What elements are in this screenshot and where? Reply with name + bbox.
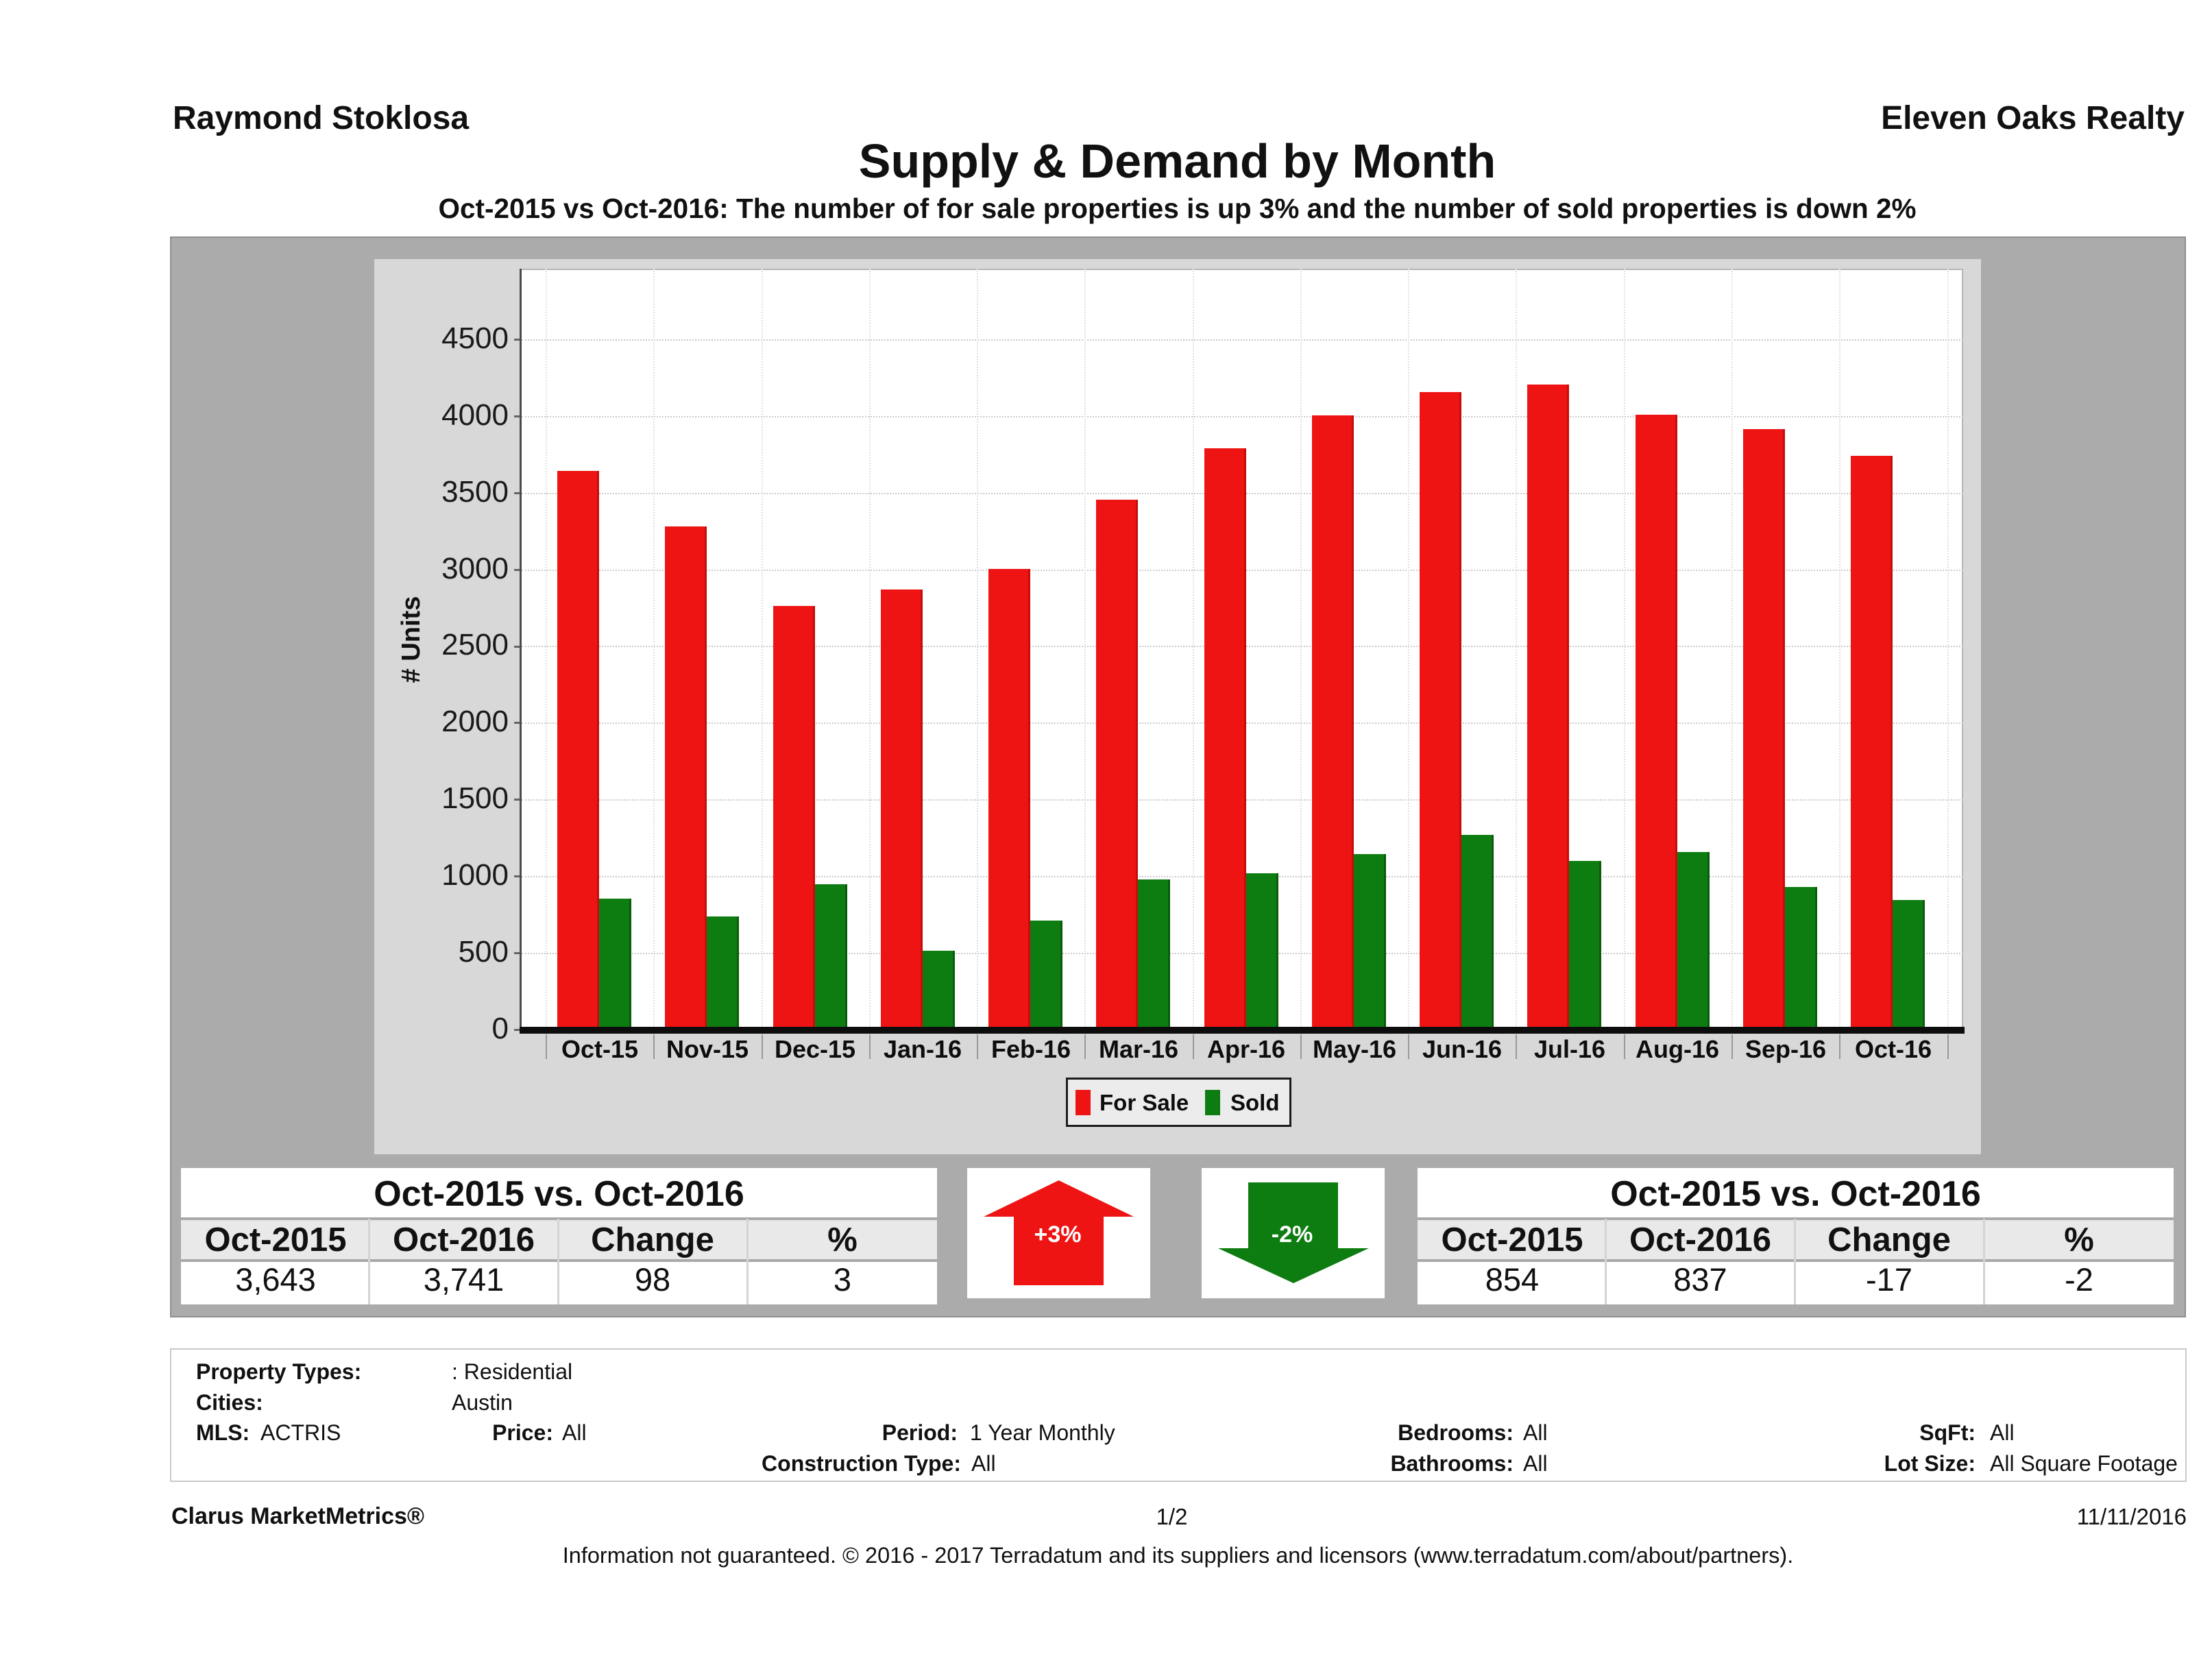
- svg-text:-2%: -2%: [1272, 1221, 1313, 1248]
- svg-text:+3%: +3%: [1034, 1221, 1082, 1248]
